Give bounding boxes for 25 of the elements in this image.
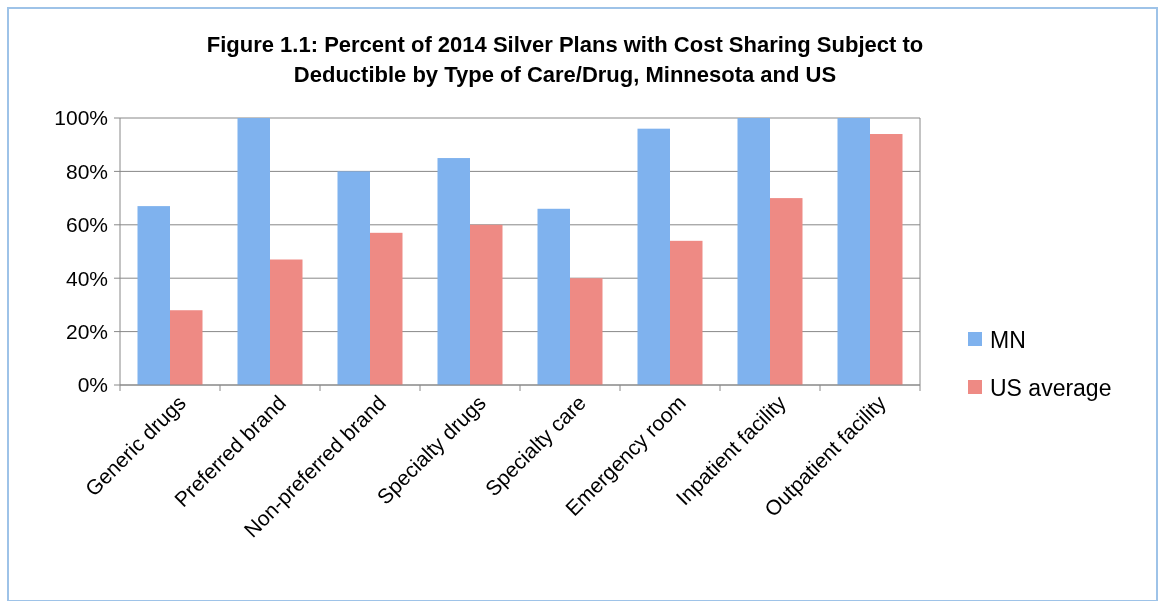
y-tick-label: 40% [65, 266, 108, 290]
bar [537, 208, 570, 385]
bar [837, 118, 870, 385]
bar [170, 310, 203, 385]
legend-label: US average [990, 375, 1112, 402]
bar [270, 259, 303, 385]
y-tick-label: 60% [65, 213, 108, 237]
legend-label: MN [990, 327, 1026, 354]
chart-title: Figure 1.1: Percent of 2014 Silver Plans with Cost Sharing Subject to Deductible by Type of Care/Drug, Minnesota and US [206, 32, 924, 87]
y-tick-label: 0% [77, 373, 108, 397]
y-tick-label: 20% [65, 319, 108, 343]
bar [137, 206, 170, 385]
bar [637, 128, 670, 385]
bar [237, 118, 270, 385]
bar [437, 158, 470, 385]
bar [470, 224, 503, 385]
bar [870, 134, 903, 385]
bar [770, 198, 803, 385]
bar [337, 171, 370, 385]
y-tick-label: 100% [54, 106, 108, 130]
bar [370, 232, 403, 385]
y-tick-label: 80% [65, 159, 108, 183]
bar [570, 278, 603, 385]
bar [737, 118, 770, 385]
bar [670, 240, 703, 385]
